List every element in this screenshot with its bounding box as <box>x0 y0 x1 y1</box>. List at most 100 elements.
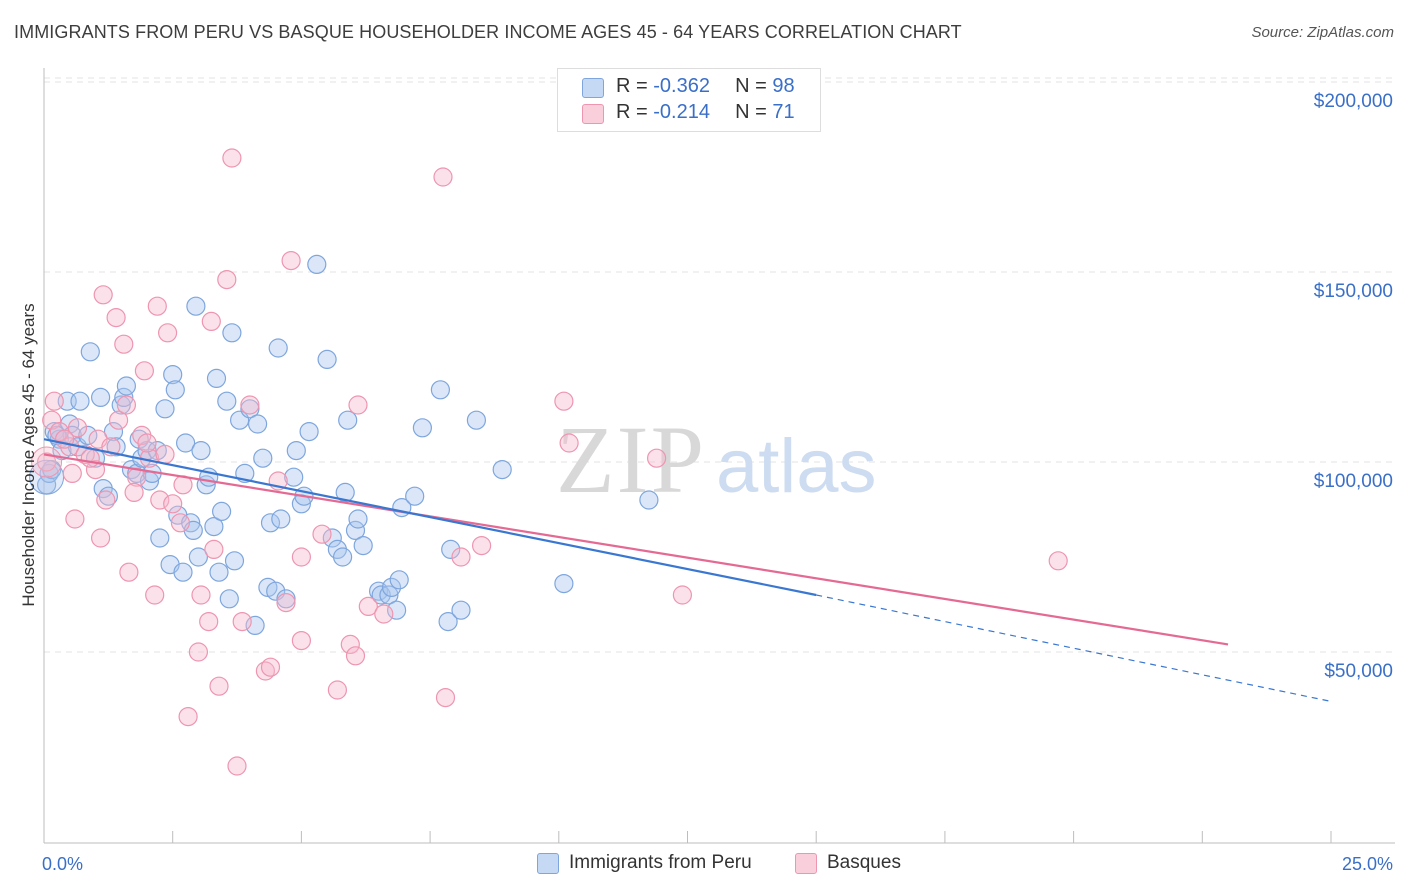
peru-point <box>90 387 111 407</box>
peru-point <box>103 422 124 442</box>
peru-trend-line <box>43 438 817 597</box>
basques-point <box>433 167 453 187</box>
basques-point <box>554 391 574 411</box>
legend-r-value-basques: -0.214 <box>653 101 710 123</box>
basques-point <box>340 634 360 655</box>
basques-point <box>260 657 281 677</box>
peru-point <box>338 410 358 430</box>
peru-point <box>348 509 368 529</box>
y-tick-label: $150,000 <box>1314 281 1393 302</box>
peru-point <box>217 391 237 411</box>
basques-point <box>227 756 247 776</box>
basques-point <box>199 611 219 632</box>
peru-point <box>248 414 268 434</box>
peru-point <box>387 600 407 620</box>
peru-point <box>379 585 399 605</box>
basques-point <box>158 323 178 343</box>
peru-point <box>181 513 201 533</box>
basques-point <box>106 308 126 328</box>
peru-point <box>155 399 175 419</box>
basques-point <box>93 285 113 305</box>
peru-point <box>111 395 131 415</box>
peru-point <box>212 501 232 521</box>
basques-point <box>67 418 88 438</box>
trend-lines <box>43 438 1332 702</box>
peru-point <box>284 467 304 487</box>
basques-point <box>451 547 471 567</box>
peru-point <box>253 448 273 468</box>
peru-point <box>70 391 90 411</box>
basques-point <box>374 604 394 624</box>
peru-point <box>204 516 224 537</box>
legend-label-peru: Immigrants from Peru <box>569 852 752 873</box>
watermark-atlas: atlas <box>716 424 877 509</box>
x-tick-label: 25.0% <box>1342 854 1393 874</box>
peru-point <box>438 611 458 632</box>
peru-point <box>430 380 450 400</box>
basques-point <box>217 270 237 290</box>
legend-n-value-peru: 98 <box>772 75 795 97</box>
legend-n-label: N = <box>735 101 773 123</box>
basques-point <box>31 446 63 478</box>
legend-swatch-peru <box>582 78 604 98</box>
gridlines <box>44 77 1395 653</box>
peru-point <box>78 425 98 445</box>
basques-point <box>163 494 183 514</box>
peru-point <box>353 535 373 556</box>
basques-point <box>672 585 693 605</box>
basques-point <box>145 585 165 605</box>
basques-point <box>116 395 137 415</box>
peru-point <box>286 441 306 461</box>
peru-point <box>451 600 471 620</box>
basques-point <box>312 524 332 544</box>
peru-point <box>381 577 402 598</box>
basques-point <box>291 547 311 567</box>
legend-swatch-basques <box>795 853 817 874</box>
peru-point <box>176 433 196 453</box>
x-tick-label: 0.0% <box>42 854 83 874</box>
basques-point <box>327 680 347 700</box>
basques-point <box>155 444 175 464</box>
basques-point <box>276 592 296 613</box>
series-basques-points <box>31 148 1068 776</box>
tick-labels: $50,000 $100,000 $150,000 $200,000 0.0% 25.0% <box>42 91 1393 874</box>
basques-point <box>36 452 57 472</box>
peru-point <box>299 422 319 442</box>
basques-point <box>75 444 95 464</box>
basques-point <box>348 395 368 415</box>
peru-point <box>335 482 355 502</box>
peru-point <box>186 296 206 316</box>
peru-point <box>271 509 291 529</box>
legend-n-label: N = <box>735 75 773 97</box>
peru-point <box>173 562 193 582</box>
peru-point <box>206 368 227 388</box>
peru-point <box>317 349 337 369</box>
peru-point <box>371 585 391 605</box>
peru-point <box>191 441 211 461</box>
peru-point <box>333 547 353 567</box>
series-peru-points <box>29 254 659 636</box>
basques-point <box>85 460 106 480</box>
basques-point <box>559 433 579 453</box>
basques-point <box>281 251 301 271</box>
peru-point <box>412 418 432 438</box>
basques-point <box>42 410 62 430</box>
legend-r-value-peru: -0.362 <box>653 75 710 97</box>
peru-point <box>639 490 659 510</box>
basques-point <box>108 410 129 430</box>
basques-point <box>358 596 378 617</box>
basques-point <box>44 391 64 411</box>
peru-trend-extension <box>816 594 1332 702</box>
legend-r-label: R = <box>616 101 654 123</box>
basques-trend-line <box>43 453 1229 646</box>
peru-point <box>222 323 242 343</box>
peru-point <box>163 365 183 385</box>
legend-swatch-basques <box>582 104 604 124</box>
peru-point <box>165 380 185 400</box>
peru-point <box>307 254 327 274</box>
basques-point <box>291 630 311 651</box>
peru-point <box>80 342 100 362</box>
basques-point <box>209 676 229 696</box>
peru-point <box>224 551 245 571</box>
